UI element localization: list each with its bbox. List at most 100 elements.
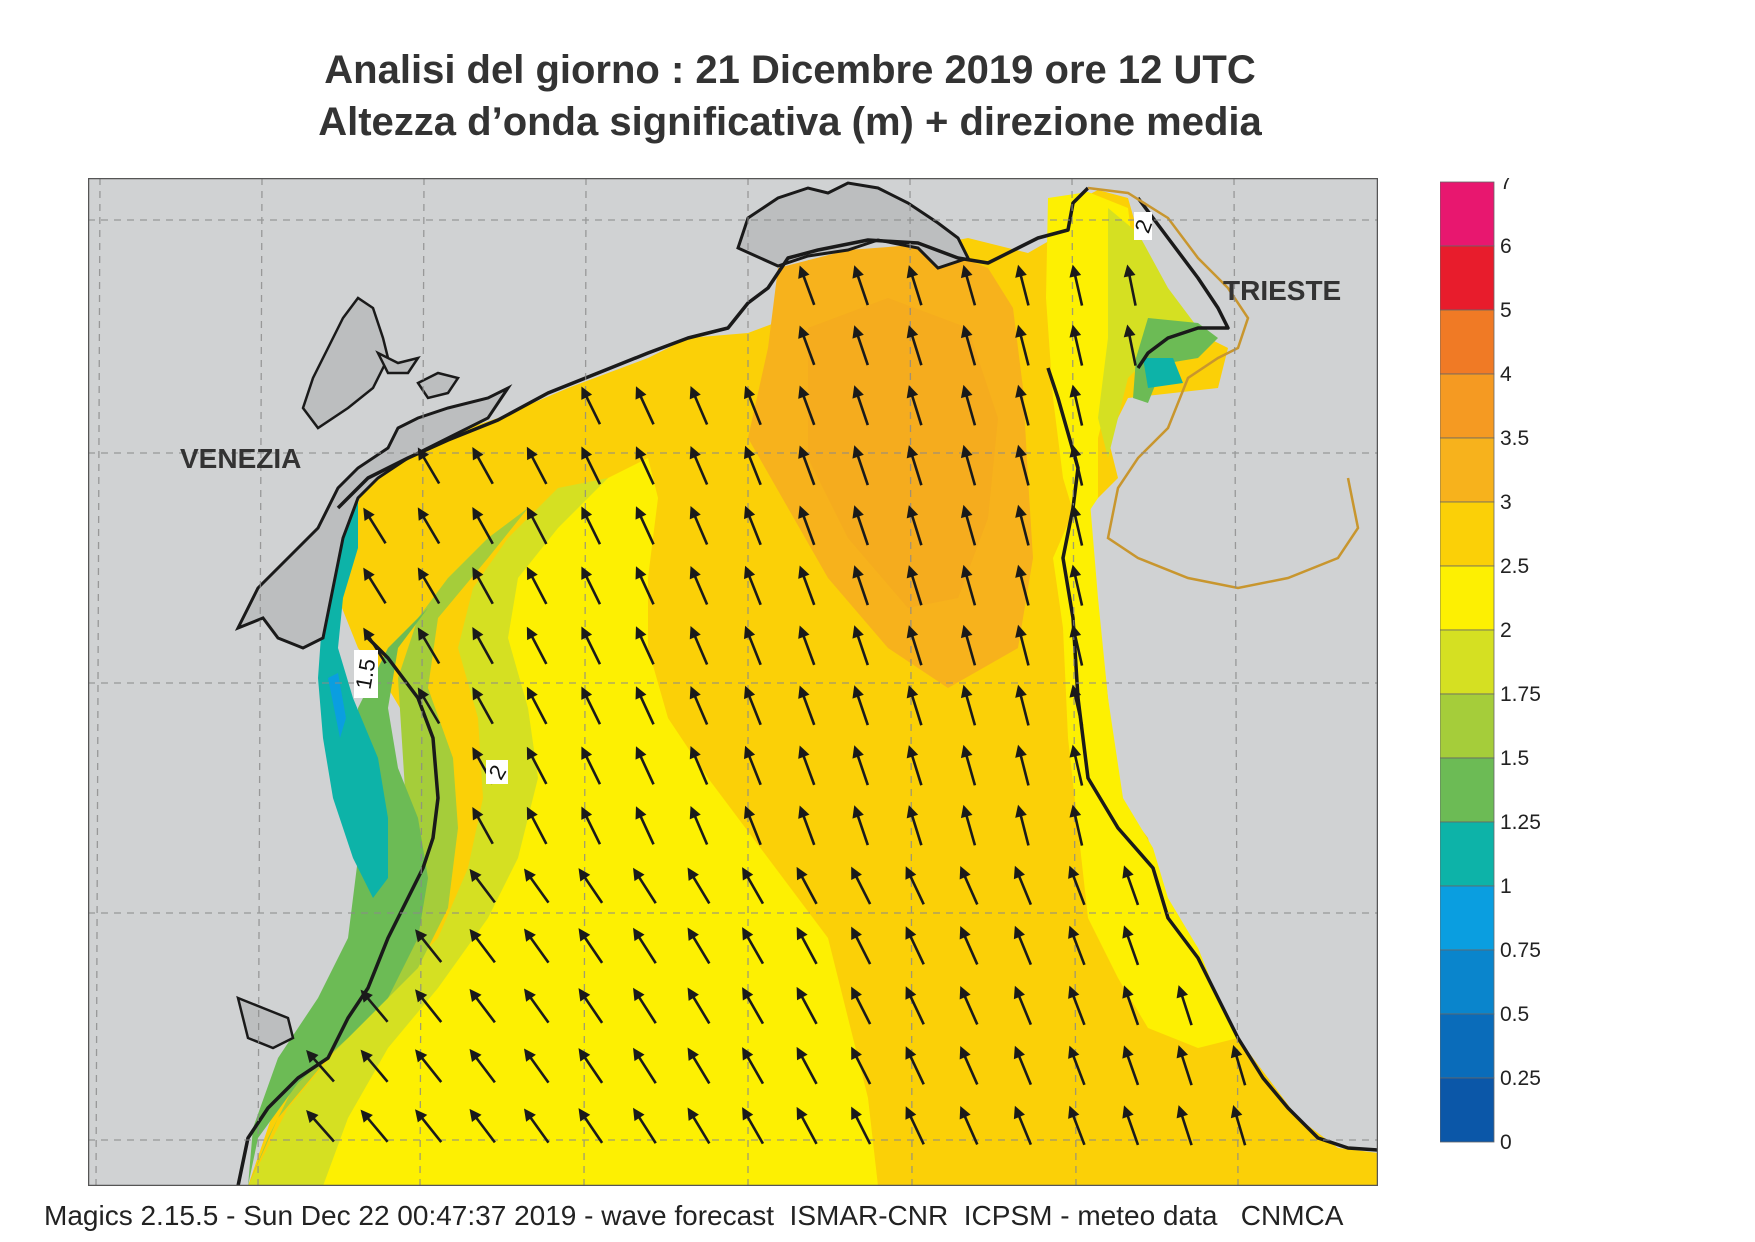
wave-direction-arrow bbox=[633, 927, 657, 964]
wave-direction-arrow bbox=[1122, 985, 1140, 1026]
legend-label: 0.5 bbox=[1500, 1003, 1529, 1026]
wave-direction-arrow bbox=[687, 987, 711, 1025]
wave-direction-arrow bbox=[1230, 1044, 1247, 1086]
wave-direction-arrow bbox=[581, 626, 602, 665]
wave-direction-arrow bbox=[415, 1109, 443, 1143]
wave-direction-arrow bbox=[687, 927, 711, 965]
wave-direction-arrow bbox=[1069, 444, 1084, 486]
wave-direction-arrow bbox=[417, 627, 441, 665]
wave-direction-arrow bbox=[743, 805, 762, 846]
wave-direction-arrow bbox=[1069, 264, 1084, 306]
wave-direction-arrow bbox=[1015, 744, 1030, 786]
wave-direction-arrow bbox=[852, 625, 870, 666]
wave-direction-arrow bbox=[687, 1047, 711, 1085]
graticule bbox=[88, 178, 1378, 1186]
venezia-island-3 bbox=[375, 350, 421, 375]
wave-direction-arrow bbox=[1015, 804, 1030, 846]
wave-direction-arrow bbox=[469, 1048, 496, 1084]
wave-direction-arrow bbox=[524, 1108, 550, 1144]
wave-direction-arrow bbox=[905, 1046, 925, 1085]
legend-label: 1.25 bbox=[1500, 811, 1541, 834]
legend-swatch bbox=[1440, 821, 1495, 887]
wave-direction-arrow bbox=[578, 1048, 604, 1084]
legend-label: 7 bbox=[1500, 178, 1512, 194]
wave-direction-arrow bbox=[1068, 865, 1086, 906]
wave-direction-arrow bbox=[360, 1109, 389, 1143]
wave-direction-arrow bbox=[526, 746, 548, 785]
title-line-1: Analisi del giorno : 21 Dicembre 2019 or… bbox=[324, 48, 1256, 92]
wave-direction-arrow bbox=[851, 926, 872, 965]
wave-direction-arrow bbox=[581, 506, 602, 545]
legend-swatch bbox=[1440, 181, 1495, 247]
wave-direction-arrow bbox=[526, 626, 548, 665]
wave-direction-arrow bbox=[472, 447, 494, 485]
wave-direction-arrow bbox=[906, 385, 923, 426]
wave-direction-arrow bbox=[798, 505, 816, 546]
wave-direction-arrow bbox=[524, 988, 550, 1024]
wave-direction-arrow bbox=[1069, 804, 1084, 846]
wave-direction-arrow bbox=[959, 986, 979, 1025]
legend-swatch bbox=[1440, 565, 1495, 631]
wave-direction-arrow bbox=[742, 927, 765, 965]
wave-direction-arrow bbox=[852, 265, 870, 306]
wave-direction-arrow bbox=[960, 384, 977, 426]
wave-direction-arrow bbox=[472, 567, 494, 605]
legend-swatch bbox=[1440, 629, 1495, 695]
wave-direction-arrow bbox=[959, 926, 979, 965]
wave-direction-arrow bbox=[959, 866, 979, 905]
wave-direction-arrow bbox=[689, 445, 709, 486]
legend-swatch bbox=[1440, 373, 1495, 439]
wave-direction-arrow bbox=[635, 626, 655, 665]
wave-direction-arrow bbox=[1013, 925, 1033, 966]
wave-direction-arrow bbox=[1015, 444, 1030, 486]
coastline bbox=[236, 186, 1378, 1186]
wave-direction-arrow bbox=[469, 928, 496, 964]
wave-direction-arrow bbox=[1123, 264, 1137, 306]
wave-direction-arrow bbox=[578, 988, 604, 1024]
legend-label: 1 bbox=[1500, 875, 1512, 898]
wave-direction-arrow bbox=[1015, 684, 1030, 726]
wave-direction-arrow bbox=[743, 385, 762, 426]
wave-direction-arrow bbox=[743, 625, 762, 666]
wave-direction-arrow bbox=[1068, 925, 1086, 966]
wave-direction-arrow bbox=[1069, 324, 1084, 366]
wave-direction-arrow bbox=[796, 986, 818, 1025]
wave-direction-arrow bbox=[796, 926, 818, 965]
legend-label: 1.5 bbox=[1500, 747, 1529, 770]
wave-direction-arrow bbox=[469, 988, 496, 1024]
wave-direction-arrow bbox=[635, 386, 655, 425]
wave-direction-arrow bbox=[415, 929, 443, 963]
wave-direction-arrow bbox=[852, 325, 870, 366]
wave-direction-arrow bbox=[526, 686, 548, 725]
wave-direction-arrow bbox=[960, 324, 977, 366]
wave-direction-arrow bbox=[742, 987, 765, 1025]
wave-direction-arrow bbox=[363, 627, 387, 664]
wave-direction-arrow bbox=[1176, 985, 1193, 1026]
wave-direction-arrow bbox=[689, 745, 709, 786]
legend-label: 3 bbox=[1500, 491, 1512, 514]
legend-label: 2 bbox=[1500, 619, 1512, 642]
wave-direction-arrow bbox=[1015, 564, 1030, 606]
zone-3.5-core bbox=[808, 298, 998, 608]
wave-direction-arrow bbox=[1068, 1045, 1086, 1086]
legend-label: 4 bbox=[1500, 363, 1512, 386]
wave-direction-arrow bbox=[852, 445, 870, 486]
contour-label-2-west: 2 bbox=[484, 760, 511, 784]
wave-direction-arrow bbox=[906, 325, 923, 366]
wave-direction-arrow bbox=[851, 866, 872, 905]
wave-direction-arrow bbox=[687, 867, 711, 905]
wave-direction-arrow bbox=[960, 804, 977, 846]
wave-direction-arrow bbox=[743, 745, 762, 786]
wave-direction-arrow bbox=[417, 447, 441, 485]
wave-direction-arrow bbox=[960, 564, 977, 606]
wave-direction-arrow bbox=[1069, 384, 1084, 426]
wave-direction-arrow bbox=[1176, 1045, 1193, 1086]
wave-direction-arrow bbox=[798, 445, 816, 486]
wave-direction-arrow bbox=[633, 987, 657, 1024]
venezia-lagoon-land bbox=[234, 384, 513, 650]
contour-label-1.5: 1.5 bbox=[351, 650, 380, 698]
wave-direction-arrow bbox=[417, 567, 441, 605]
wave-direction-arrow bbox=[689, 385, 709, 426]
wave-direction-arrow bbox=[581, 806, 602, 845]
wave-direction-arrow bbox=[798, 745, 816, 786]
